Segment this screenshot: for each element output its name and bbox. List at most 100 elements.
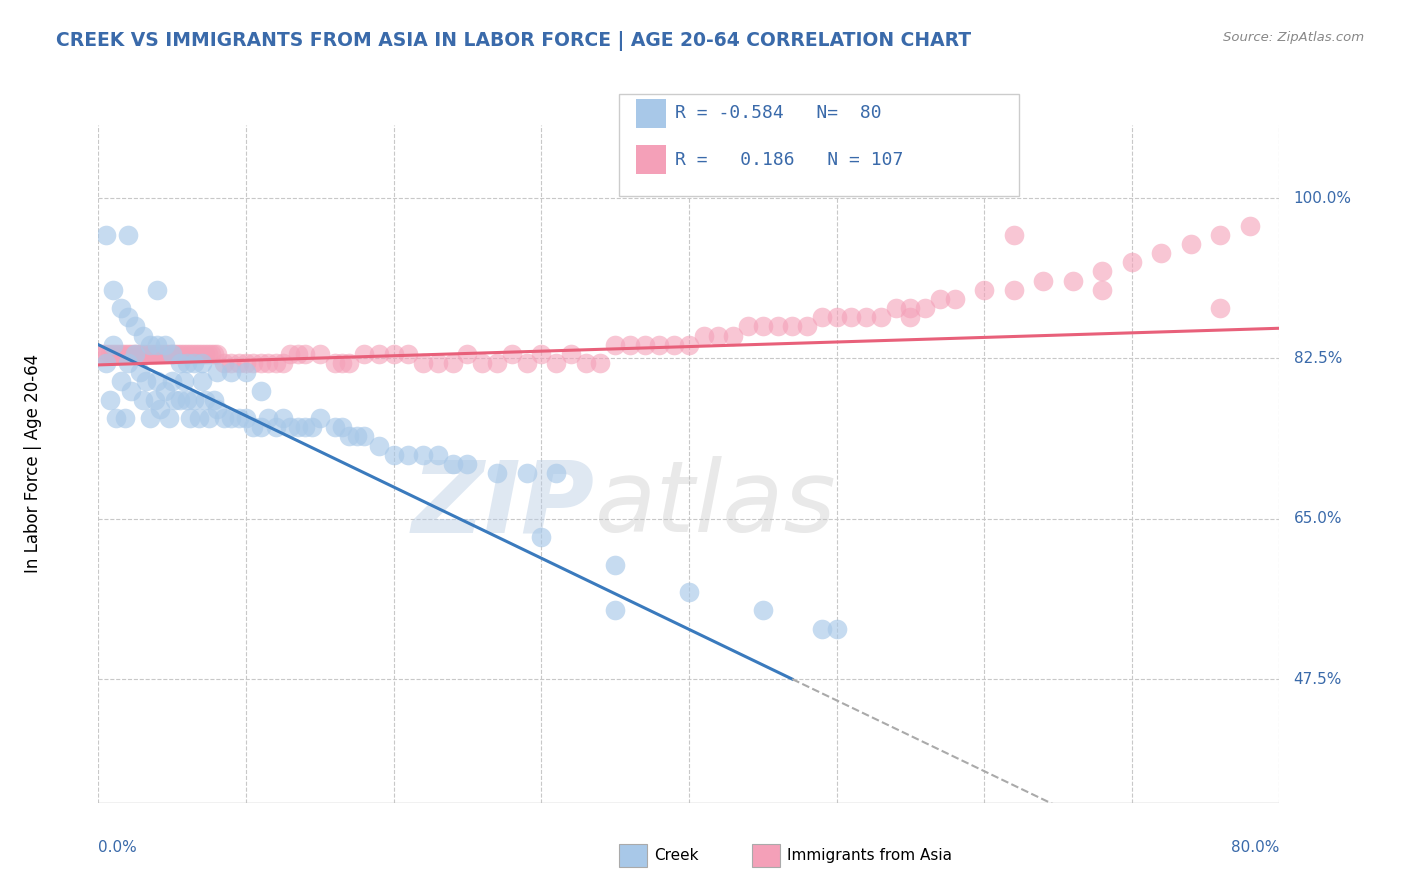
- Point: [194, 392, 217, 407]
- Text: In Labor Force | Age 20-64: In Labor Force | Age 20-64: [24, 354, 42, 574]
- Point: [1032, 274, 1054, 288]
- Point: [176, 392, 198, 407]
- Point: [184, 347, 207, 361]
- Point: [139, 337, 162, 351]
- Point: [382, 347, 405, 361]
- Point: [165, 347, 187, 361]
- Point: [124, 319, 146, 334]
- Point: [396, 448, 419, 462]
- Point: [94, 227, 117, 242]
- Point: [146, 375, 169, 389]
- Point: [678, 585, 700, 599]
- Point: [796, 319, 818, 334]
- Point: [114, 347, 136, 361]
- Point: [128, 365, 150, 379]
- Point: [693, 328, 716, 343]
- Point: [138, 347, 160, 361]
- Point: [766, 319, 789, 334]
- Point: [810, 622, 832, 636]
- Point: [219, 356, 242, 370]
- Point: [110, 375, 132, 389]
- Point: [368, 347, 391, 361]
- Point: [427, 448, 450, 462]
- Point: [264, 420, 287, 434]
- Point: [228, 356, 250, 370]
- Point: [111, 347, 134, 361]
- Point: [146, 347, 169, 361]
- Point: [278, 420, 302, 434]
- Text: Immigrants from Asia: Immigrants from Asia: [787, 848, 952, 863]
- Point: [191, 375, 214, 389]
- Point: [198, 411, 221, 425]
- Point: [368, 438, 391, 452]
- Point: [1002, 283, 1025, 297]
- Point: [179, 347, 201, 361]
- Point: [128, 347, 150, 361]
- Point: [105, 411, 128, 425]
- Point: [544, 356, 567, 370]
- Point: [486, 356, 509, 370]
- Point: [162, 375, 183, 389]
- Point: [187, 347, 209, 361]
- Point: [825, 310, 848, 325]
- Point: [125, 347, 148, 361]
- Point: [810, 310, 832, 325]
- Point: [1062, 274, 1084, 288]
- Point: [135, 375, 157, 389]
- Point: [574, 356, 596, 370]
- Point: [337, 429, 360, 443]
- Point: [200, 347, 222, 361]
- Point: [1150, 246, 1173, 260]
- Point: [117, 310, 139, 325]
- Point: [294, 347, 316, 361]
- Point: [605, 558, 627, 572]
- Point: [169, 392, 191, 407]
- Point: [202, 347, 225, 361]
- Point: [176, 347, 198, 361]
- Point: [228, 411, 250, 425]
- Point: [219, 411, 242, 425]
- Point: [330, 356, 353, 370]
- Point: [173, 347, 195, 361]
- Text: R = -0.584   N=  80: R = -0.584 N= 80: [675, 104, 882, 122]
- Point: [323, 420, 346, 434]
- Point: [146, 283, 169, 297]
- Point: [1002, 227, 1025, 242]
- Point: [124, 347, 146, 361]
- Point: [900, 301, 922, 315]
- Point: [1239, 219, 1261, 233]
- Point: [1180, 237, 1202, 252]
- Point: [412, 356, 434, 370]
- Point: [353, 347, 375, 361]
- Point: [191, 356, 214, 370]
- Point: [135, 347, 157, 361]
- Point: [1209, 301, 1232, 315]
- Point: [103, 337, 125, 351]
- Text: CREEK VS IMMIGRANTS FROM ASIA IN LABOR FORCE | AGE 20-64 CORRELATION CHART: CREEK VS IMMIGRANTS FROM ASIA IN LABOR F…: [56, 31, 972, 51]
- Point: [501, 347, 523, 361]
- Point: [271, 356, 294, 370]
- Point: [264, 356, 287, 370]
- Point: [825, 622, 848, 636]
- Point: [235, 411, 257, 425]
- Point: [839, 310, 862, 325]
- Point: [205, 365, 228, 379]
- Point: [1121, 255, 1143, 269]
- Point: [1091, 283, 1114, 297]
- Point: [162, 347, 183, 361]
- Point: [751, 603, 773, 617]
- Text: 100.0%: 100.0%: [1294, 191, 1351, 206]
- Point: [117, 227, 139, 242]
- Point: [155, 347, 177, 361]
- Point: [157, 347, 180, 361]
- Text: atlas: atlas: [595, 456, 837, 553]
- Point: [96, 347, 118, 361]
- Point: [515, 356, 537, 370]
- Point: [900, 310, 922, 325]
- Point: [441, 457, 464, 471]
- Point: [90, 347, 112, 361]
- Point: [242, 356, 264, 370]
- Text: Creek: Creek: [654, 848, 699, 863]
- Point: [323, 356, 346, 370]
- Point: [170, 347, 193, 361]
